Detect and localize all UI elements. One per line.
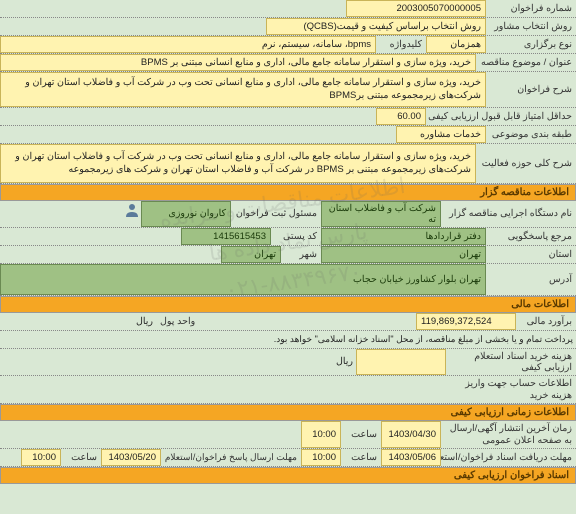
category: خدمات مشاوره bbox=[396, 126, 486, 143]
consultant-method: روش انتخاب براساس کیفیت و قیمت(QCBS) bbox=[266, 18, 486, 35]
desc: خرید، ویژه سازی و استقرار سامانه جامع ما… bbox=[0, 72, 486, 107]
receive-date: 1403/05/06 bbox=[381, 449, 441, 466]
keywords: bpms، سامانه، سیستم، نرم bbox=[0, 36, 376, 53]
estimate-label: برآورد مالی bbox=[516, 313, 576, 330]
doc-cost-label: هزینه خرید اسناد استعلام ارزیابی کیفی bbox=[446, 349, 576, 376]
timing-header: اطلاعات زمانی ارزیابی کیفی bbox=[0, 404, 576, 421]
address: تهران بلوار کشاورز خیابان حجاب bbox=[0, 264, 486, 295]
doc-cost-currency: ریال bbox=[333, 349, 356, 376]
account-label: اطلاعات حساب جهت واریز هزینه خرید bbox=[446, 376, 576, 403]
org-name-label: نام دستگاه اجرایی مناقصه گزار bbox=[441, 201, 576, 227]
person-icon[interactable] bbox=[123, 201, 141, 219]
category-label: طبقه بندی موضوعی bbox=[486, 126, 576, 143]
doc-cost bbox=[356, 349, 446, 376]
subject-label: عنوان / موضوع مناقصه bbox=[476, 54, 576, 71]
bottom-header: اسناد فراخوان ارزیابی کیفی bbox=[0, 467, 576, 484]
tender-number: 2003005070000005 bbox=[346, 0, 486, 17]
postal: 1415615453 bbox=[181, 228, 271, 245]
reg-official-label: مسئول ثبت فراخوان bbox=[231, 201, 321, 227]
min-score-label: حداقل امتیاز قابل قبول ارزیابی کیفی bbox=[426, 108, 576, 125]
address-label: آدرس bbox=[486, 264, 576, 295]
response-label: مهلت ارسال پاسخ فراخوان/استعلام bbox=[161, 449, 301, 466]
currency: ریال bbox=[133, 313, 156, 330]
publish-label: زمان آخرین انتشار آگهی/ارسال به صفحه اعل… bbox=[441, 421, 576, 448]
reg-official: کاروان نوروزی bbox=[141, 201, 231, 227]
province-label: استان bbox=[486, 246, 576, 263]
receive-time-label: ساعت bbox=[341, 449, 381, 466]
org-name: شرکت آب و فاضلاب استان ته bbox=[321, 201, 441, 227]
activity-label: شرح کلی حوزه فعالیت bbox=[476, 144, 576, 183]
receive-time: 10:00 bbox=[301, 449, 341, 466]
publish-time: 10:00 bbox=[301, 421, 341, 448]
holding-type-label: نوع برگزاری bbox=[486, 36, 576, 53]
tender-number-label: شماره فراخوان bbox=[486, 0, 576, 17]
activity: خرید، ویژه سازی و استقرار سامانه جامع ما… bbox=[0, 144, 476, 183]
currency-label: واحد پول bbox=[156, 313, 416, 330]
response-time-label: ساعت bbox=[61, 449, 101, 466]
desc-label: شرح فراخوان bbox=[486, 72, 576, 107]
publish-date: 1403/04/30 bbox=[381, 421, 441, 448]
ref: دفتر قراردادها bbox=[321, 228, 486, 245]
financial-header: اطلاعات مالی bbox=[0, 296, 576, 313]
min-score: 60.00 bbox=[376, 108, 426, 125]
postal-label: کد پستی bbox=[271, 228, 321, 245]
ref-label: مرجع پاسخگویی bbox=[486, 228, 576, 245]
financial-note: پرداخت تمام و یا بخشی از مبلغ مناقصه، از… bbox=[0, 331, 576, 348]
organizer-header: اطلاعات مناقصه گزار bbox=[0, 184, 576, 201]
response-date: 1403/05/20 bbox=[101, 449, 161, 466]
response-time: 10:00 bbox=[21, 449, 61, 466]
city-label: شهر bbox=[281, 246, 321, 263]
subject: خرید، ویژه سازی و استقرار سامانه جامع ما… bbox=[0, 54, 476, 71]
consultant-method-label: روش انتخاب مشاور bbox=[486, 18, 576, 35]
holding-type: همزمان bbox=[426, 36, 486, 53]
city: تهران bbox=[221, 246, 281, 263]
province: تهران bbox=[321, 246, 486, 263]
keywords-label: کلیدواژه bbox=[376, 36, 426, 53]
publish-time-label: ساعت bbox=[341, 421, 381, 448]
receive-label: مهلت دریافت اسناد فراخوان/استعلام bbox=[441, 449, 576, 466]
estimate: 119,869,372,524 bbox=[416, 313, 516, 330]
